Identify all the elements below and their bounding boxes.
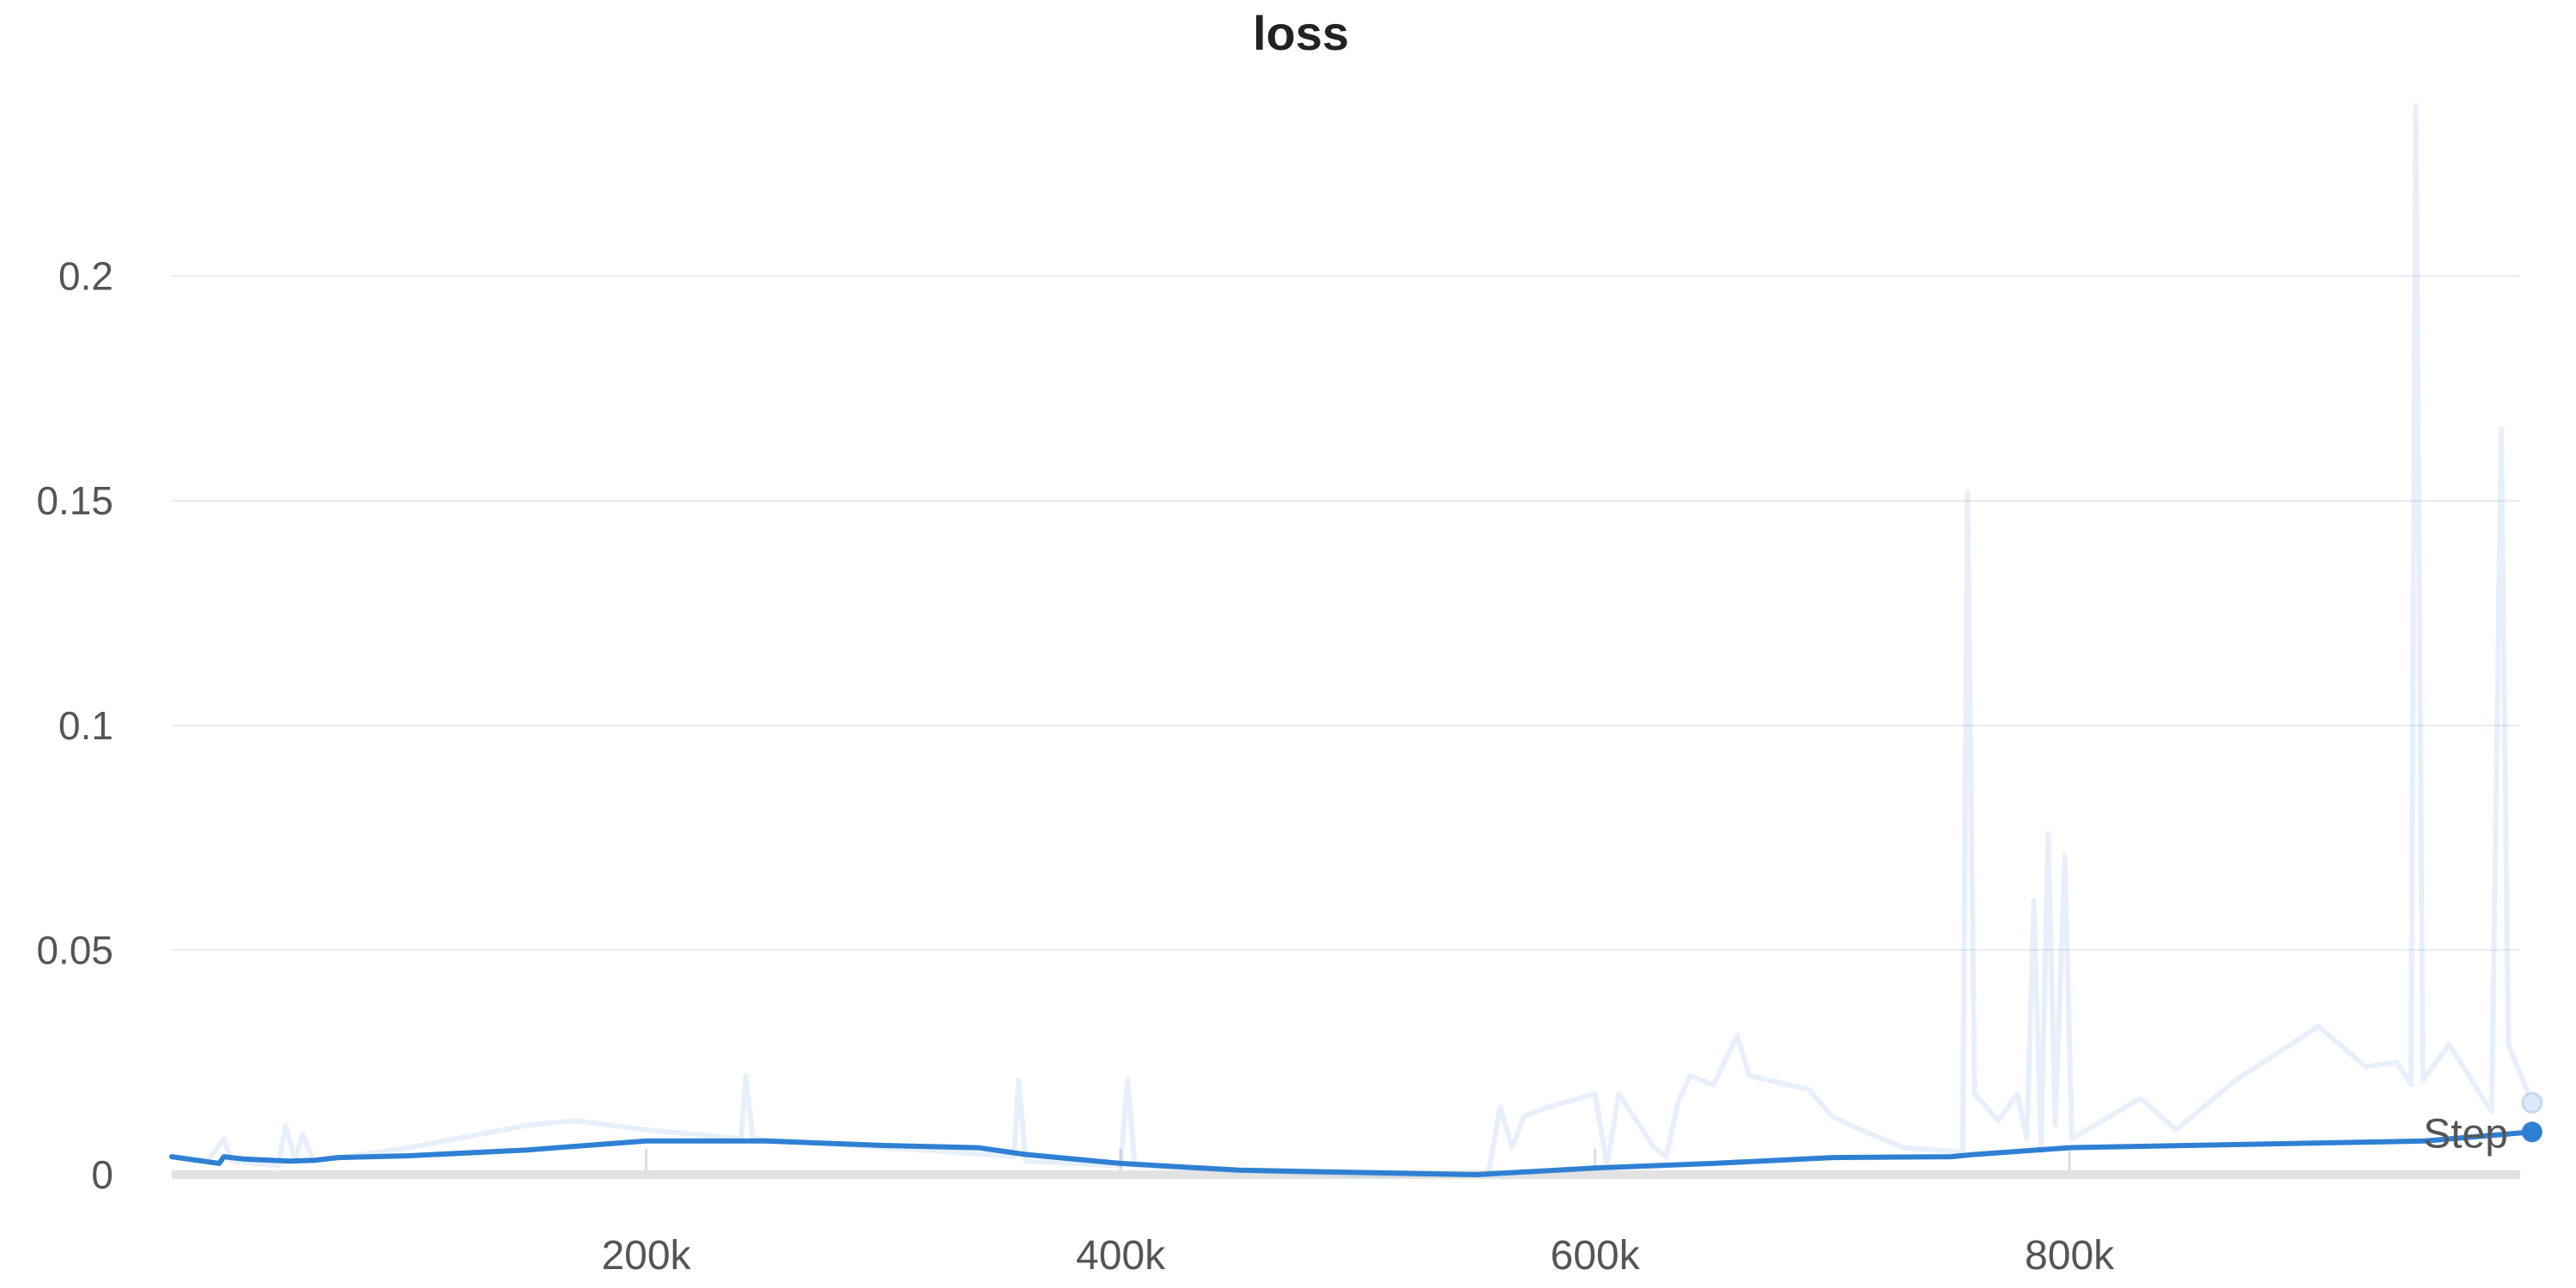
raw-loss-line [171,102,2535,1177]
y-tick-label: 0.05 [36,927,113,972]
hover-step-label: Step [2423,1111,2508,1157]
smoothed-hover-dot [2521,1121,2543,1143]
raw-hover-dot [2521,1091,2543,1114]
y-tick-label: 0.15 [36,478,113,523]
y-axis-ticks: 0 0.05 0.1 0.15 0.2 [36,254,113,1197]
x-tick-label: 600k [1551,1233,1641,1279]
x-tick-label: 200k [601,1233,691,1279]
y-tick-label: 0.2 [58,254,113,299]
smoothed-loss-line [169,1129,2535,1177]
hover-marker: Step [2423,1091,2543,1157]
x-axis-ticks: 200k 400k 600k 800k [601,1149,2115,1279]
y-tick-label: 0.1 [58,703,113,748]
series-layer [169,102,2535,1177]
chart-title: loss [1253,6,1349,60]
x-tick-label: 400k [1076,1233,1166,1279]
y-tick-label: 0 [91,1152,113,1197]
grid-lines [172,275,2520,1179]
x-tick-label: 800k [2025,1233,2115,1279]
